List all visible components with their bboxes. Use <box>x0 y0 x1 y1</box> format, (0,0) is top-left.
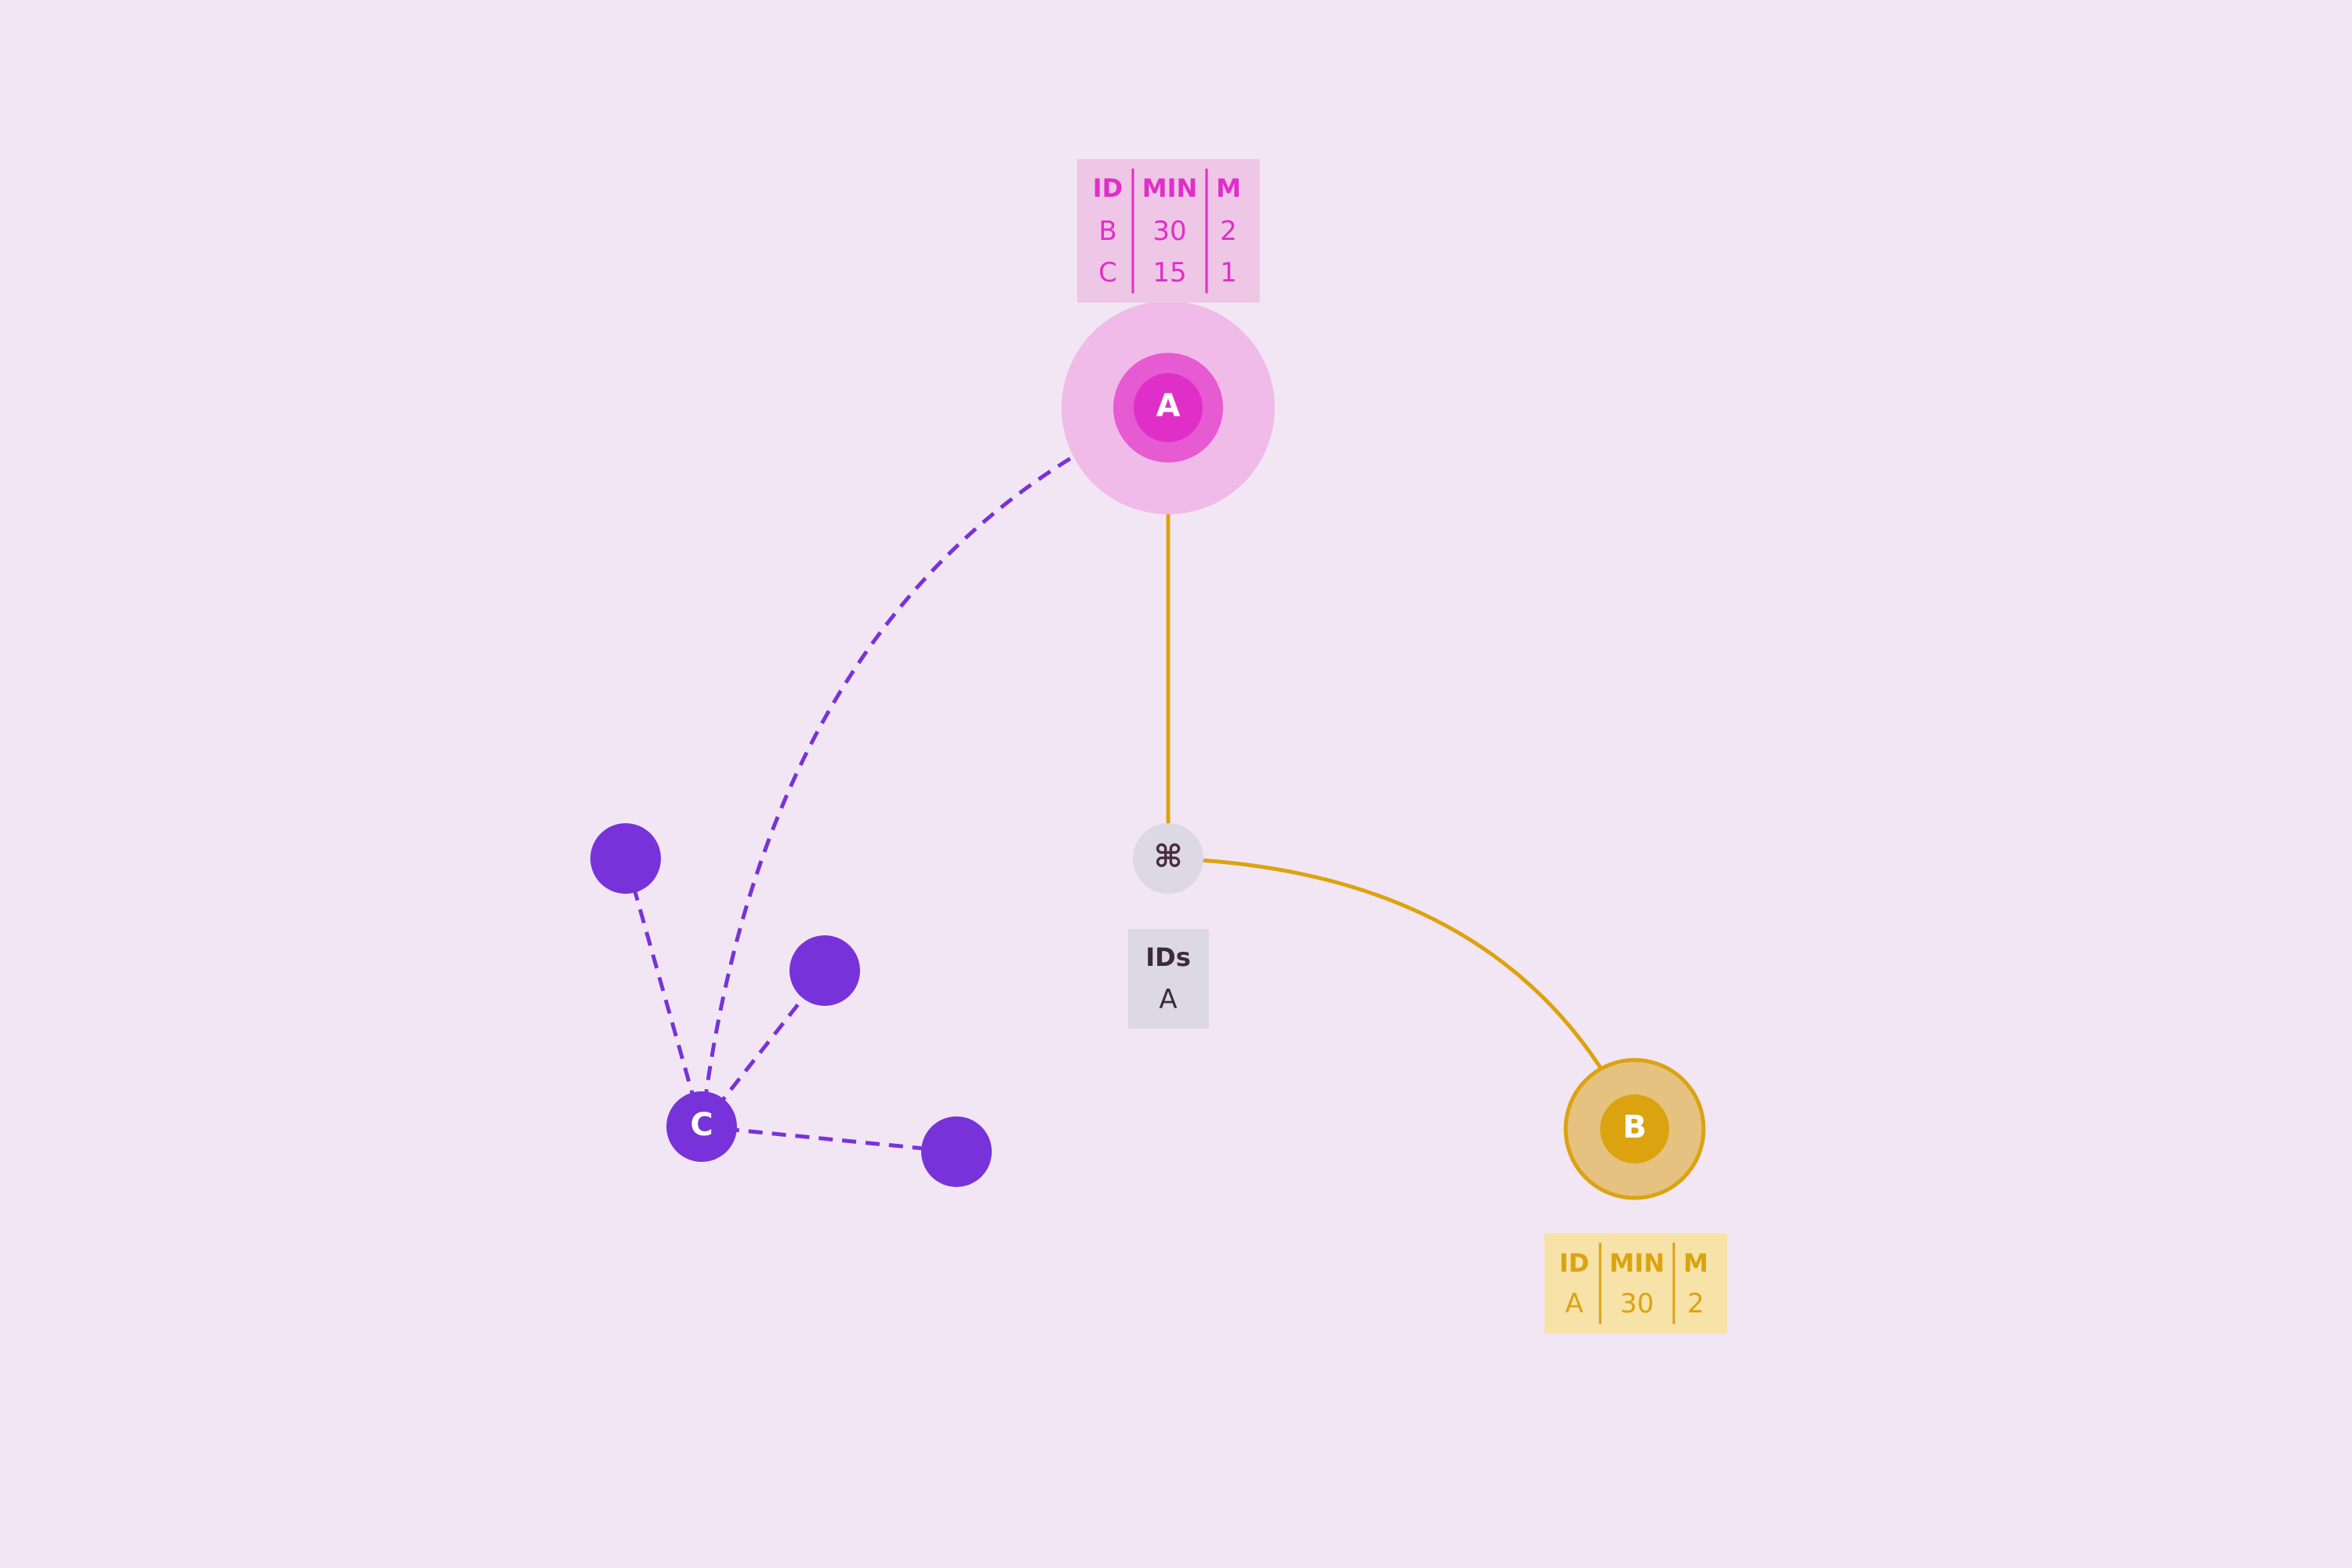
satellite-node-2[interactable] <box>789 935 860 1006</box>
node-a-table-cell: 30 <box>1152 216 1186 247</box>
node-b-table-header-id: ID <box>1559 1248 1589 1278</box>
node-c-core <box>666 1091 737 1162</box>
node-a-label: A <box>1156 388 1181 424</box>
node-a-table-header-id: ID <box>1093 173 1123 203</box>
node-a-core <box>1134 373 1203 442</box>
node-a-table-cell: B <box>1098 216 1116 247</box>
link-c-satellite-1 <box>623 858 704 1127</box>
node-b-table-cell: 2 <box>1687 1288 1704 1319</box>
link-hub-b <box>1167 856 1637 1131</box>
node-a-table-cell: C <box>1098 257 1117 289</box>
link-c-satellite-3 <box>701 1124 957 1154</box>
node-a-table-cell: 15 <box>1152 257 1186 289</box>
node-c-label: C <box>690 1107 713 1143</box>
hub-table-header: IDs <box>1145 942 1191 972</box>
hub-table-cell: A <box>1159 984 1177 1015</box>
hub-node[interactable]: ⌘ <box>1133 823 1203 894</box>
satellite-node-1[interactable] <box>590 823 661 894</box>
node-b-table-cell: 30 <box>1620 1288 1653 1319</box>
satellite-node-3[interactable] <box>921 1116 992 1187</box>
node-b-table: ID MIN M A 30 2 <box>1544 1233 1727 1334</box>
node-b-core <box>1600 1094 1669 1163</box>
node-a-table-cell: 1 <box>1220 257 1237 289</box>
hub-node-circle <box>1133 823 1203 894</box>
command-icon: ⌘ <box>1153 839 1182 875</box>
node-b[interactable]: B <box>1563 1058 1706 1200</box>
node-a-table-cell: 2 <box>1220 216 1237 247</box>
node-a-table-header-min: MIN <box>1142 173 1198 203</box>
node-b-label: B <box>1623 1109 1647 1145</box>
hub-table-bg <box>1128 929 1209 1029</box>
node-a[interactable]: A <box>1062 301 1275 514</box>
node-c[interactable]: C <box>666 1091 737 1162</box>
hub-table: IDs A <box>1128 929 1209 1029</box>
link-c-a <box>699 405 1169 1127</box>
node-a-table-header-m: M <box>1216 173 1241 203</box>
node-b-table-bg <box>1544 1233 1727 1334</box>
node-a-table: ID MIN M B 30 2 C 15 1 <box>1077 159 1260 303</box>
node-b-table-header-min: MIN <box>1610 1248 1665 1278</box>
node-b-table-header-m: M <box>1683 1248 1708 1278</box>
node-a-table-bg <box>1077 159 1260 303</box>
node-b-table-cell: A <box>1565 1288 1583 1319</box>
